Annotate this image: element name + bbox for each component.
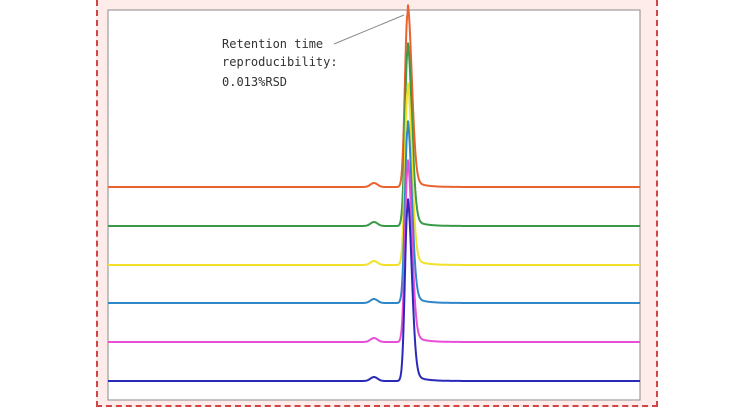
chromatogram-trace-5 xyxy=(107,159,641,343)
annotation-leader-line xyxy=(333,14,405,45)
chromatogram-trace-4 xyxy=(107,120,641,304)
chromatogram-trace-2 xyxy=(107,42,641,227)
plot-area xyxy=(107,9,641,401)
chromatogram-traces xyxy=(107,4,641,382)
annotation-line-3: 0.013%RSD xyxy=(222,75,287,89)
chromatogram-trace-3 xyxy=(107,82,641,266)
annotation-line-2: reproducibility: xyxy=(222,55,338,69)
chromatogram-trace-1 xyxy=(107,4,641,188)
chromatogram-trace-6 xyxy=(107,198,641,382)
annotation-line-1: Retention time xyxy=(222,37,323,51)
